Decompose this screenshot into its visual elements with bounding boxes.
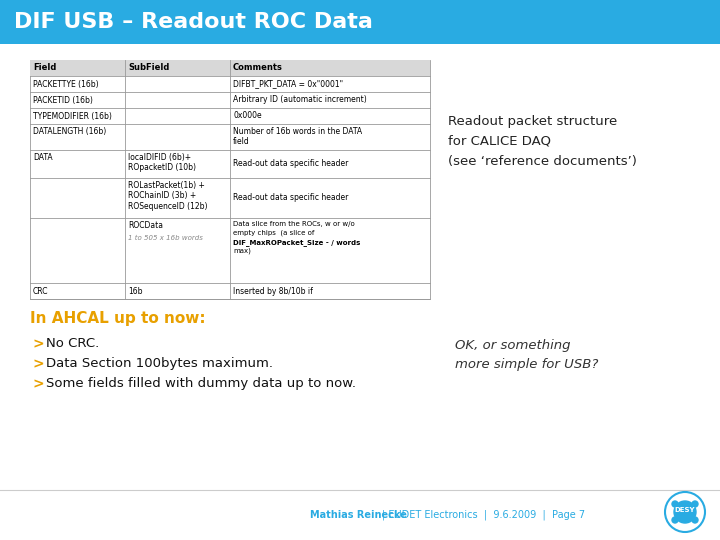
Text: localDIFID (6b)+
ROpacketID (10b): localDIFID (6b)+ ROpacketID (10b): [128, 153, 196, 172]
Text: TYPEMODIFIER (16b): TYPEMODIFIER (16b): [33, 111, 112, 120]
Text: Read-out data specific header: Read-out data specific header: [233, 159, 348, 168]
Text: Readout packet structure
for CALICE DAQ
(see ‘reference documents’): Readout packet structure for CALICE DAQ …: [448, 115, 637, 168]
Circle shape: [692, 517, 698, 523]
Text: Field: Field: [33, 64, 56, 72]
Text: >: >: [32, 357, 44, 371]
Circle shape: [672, 501, 678, 507]
Bar: [30, 60, 430, 76]
Text: No CRC.: No CRC.: [46, 337, 99, 350]
Text: ROCData: ROCData: [128, 221, 163, 230]
Text: DIF_MaxROPacket_Size - / words: DIF_MaxROPacket_Size - / words: [233, 239, 361, 246]
Text: 16b: 16b: [128, 287, 143, 295]
Text: OK, or something
more simple for USB?: OK, or something more simple for USB?: [455, 339, 598, 371]
Text: SubField: SubField: [128, 64, 169, 72]
Text: Data slice from the ROCs, w or w/o: Data slice from the ROCs, w or w/o: [233, 221, 355, 227]
Text: | EUDET Electronics  |  9.6.2009  |  Page 7: | EUDET Electronics | 9.6.2009 | Page 7: [382, 510, 585, 520]
Text: PACKETID (16b): PACKETID (16b): [33, 96, 93, 105]
Text: 0x000e: 0x000e: [233, 111, 261, 120]
Text: Read-out data specific header: Read-out data specific header: [233, 193, 348, 202]
Text: Mathias Reinecke: Mathias Reinecke: [310, 510, 407, 520]
Text: Comments: Comments: [233, 64, 283, 72]
Text: DATA: DATA: [33, 153, 53, 162]
Bar: [0, 0, 720, 44]
Text: Some fields filled with dummy data up to now.: Some fields filled with dummy data up to…: [46, 377, 356, 390]
Text: CRC: CRC: [33, 287, 48, 295]
Text: DIF USB – Readout ROC Data: DIF USB – Readout ROC Data: [14, 12, 373, 32]
Text: Number of 16b words in the DATA
field: Number of 16b words in the DATA field: [233, 127, 362, 146]
Text: ROLastPacket(1b) +
ROChainID (3b) +
ROSequenceID (12b): ROLastPacket(1b) + ROChainID (3b) + ROSe…: [128, 181, 207, 211]
Text: empty chips  (a slice of: empty chips (a slice of: [233, 230, 315, 237]
Text: Arbitrary ID (automatic increment): Arbitrary ID (automatic increment): [233, 96, 366, 105]
Text: Data Section 100bytes maximum.: Data Section 100bytes maximum.: [46, 357, 273, 370]
Text: >: >: [32, 337, 44, 351]
Text: DESY: DESY: [675, 507, 696, 513]
Circle shape: [692, 501, 698, 507]
Text: DATALENGTH (16b): DATALENGTH (16b): [33, 127, 107, 136]
Text: Inserted by 8b/10b if: Inserted by 8b/10b if: [233, 287, 313, 295]
Circle shape: [674, 501, 696, 523]
Text: In AHCAL up to now:: In AHCAL up to now:: [30, 311, 206, 326]
Text: DIFBT_PKT_DATA = 0x"0001": DIFBT_PKT_DATA = 0x"0001": [233, 79, 343, 89]
Text: PACKETTYE (16b): PACKETTYE (16b): [33, 79, 99, 89]
Text: max): max): [233, 248, 251, 254]
Bar: [30, 60, 430, 299]
Text: >: >: [32, 377, 44, 391]
Circle shape: [672, 517, 678, 523]
Text: 1 to 505 x 16b words: 1 to 505 x 16b words: [128, 235, 203, 241]
